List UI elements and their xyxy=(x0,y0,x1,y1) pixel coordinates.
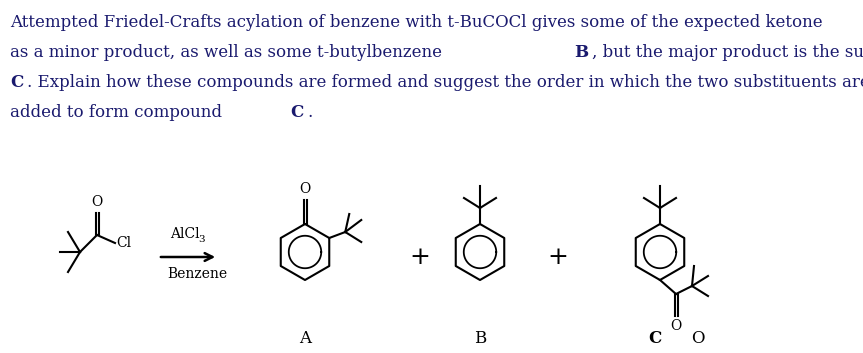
Text: +: + xyxy=(410,245,431,269)
Text: B: B xyxy=(574,44,589,61)
Text: +: + xyxy=(547,245,569,269)
Text: Attempted Friedel-Crafts acylation of benzene with t-BuCOCl gives some of the ex: Attempted Friedel-Crafts acylation of be… xyxy=(10,14,828,31)
Text: B: B xyxy=(474,330,486,347)
Text: Cl: Cl xyxy=(116,236,131,250)
Text: . Explain how these compounds are formed and suggest the order in which the two : . Explain how these compounds are formed… xyxy=(27,74,863,91)
Text: C: C xyxy=(10,74,23,91)
Text: O: O xyxy=(671,319,682,333)
Text: Benzene: Benzene xyxy=(167,267,227,281)
Text: O: O xyxy=(691,330,705,347)
Text: added to form compound: added to form compound xyxy=(10,104,227,121)
Text: O: O xyxy=(299,182,311,196)
Text: as a minor product, as well as some t-butylbenzene: as a minor product, as well as some t-bu… xyxy=(10,44,447,61)
Text: .: . xyxy=(307,104,312,121)
Text: AlCl: AlCl xyxy=(170,227,199,241)
Text: C: C xyxy=(290,104,304,121)
Text: , but the major product is the substituted ketone: , but the major product is the substitut… xyxy=(592,44,863,61)
Text: A: A xyxy=(299,330,311,347)
Text: O: O xyxy=(91,195,103,209)
Text: C: C xyxy=(648,330,662,347)
Text: 3: 3 xyxy=(198,235,205,244)
